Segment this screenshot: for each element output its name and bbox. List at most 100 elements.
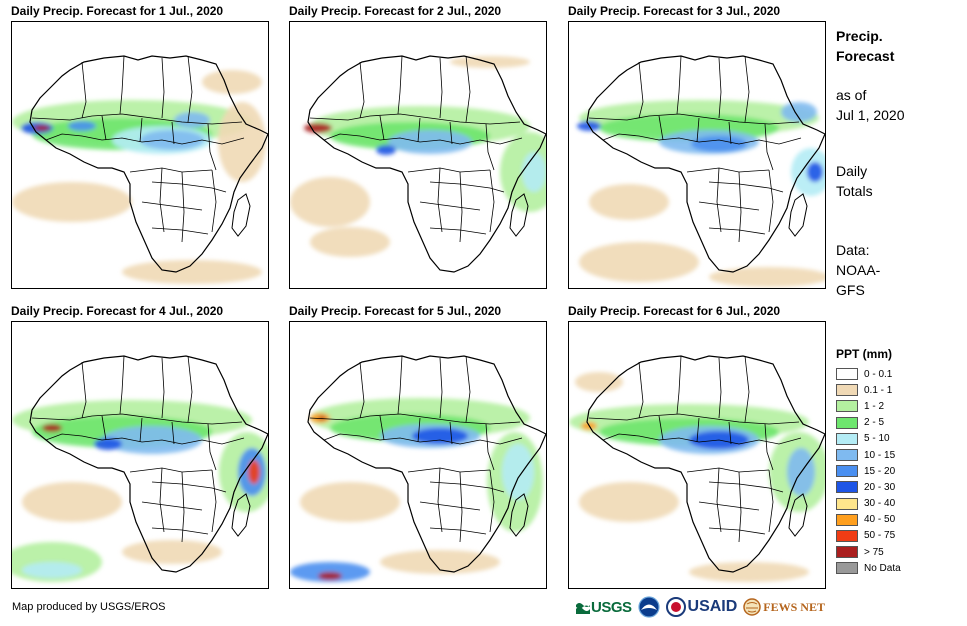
country-border <box>81 61 87 119</box>
country-border <box>309 113 521 125</box>
precip-blob <box>781 102 817 122</box>
precip-blob <box>318 416 326 420</box>
country-border <box>139 417 143 443</box>
legend-item: 5 - 10 <box>836 431 901 447</box>
country-border <box>686 467 770 473</box>
legend-item: 15 - 20 <box>836 463 901 479</box>
usaid-logo: USAID <box>665 597 737 617</box>
country-border <box>744 55 750 123</box>
precip-blob <box>94 438 122 450</box>
legend-label: 50 - 75 <box>864 530 896 542</box>
madagascar-coastline <box>788 493 808 537</box>
country-border <box>359 361 365 419</box>
precip-blob <box>709 267 825 287</box>
country-border <box>728 121 732 145</box>
legend-swatch <box>836 384 858 397</box>
data-source-line1: Data: <box>836 242 870 258</box>
panel-title-6: Daily Precip. Forecast for 6 Jul., 2020 <box>568 304 781 318</box>
country-border <box>429 181 505 193</box>
country-border <box>211 169 217 233</box>
country-border <box>696 417 700 443</box>
country-border <box>708 227 766 235</box>
country-border <box>129 467 213 473</box>
country-border <box>744 355 750 423</box>
legend-swatch <box>836 432 858 445</box>
data-source: Data: NOAA- GFS <box>836 240 880 300</box>
country-border <box>181 471 185 543</box>
country-border <box>465 355 471 423</box>
panel-title-2: Daily Precip. Forecast for 2 Jul., 2020 <box>289 4 502 18</box>
africa-coastline <box>586 355 825 573</box>
legend-item: 40 - 50 <box>836 512 901 528</box>
country-border <box>161 57 165 119</box>
precip-blob <box>575 372 623 392</box>
precip-blob <box>502 444 534 500</box>
country-border <box>459 171 463 243</box>
legend-label: No Data <box>864 562 901 574</box>
africa-map <box>569 355 825 582</box>
precip-blob <box>122 540 222 564</box>
country-border <box>211 469 217 533</box>
africa-map <box>290 355 546 582</box>
africa-coastline <box>29 355 268 573</box>
legend-label: 15 - 20 <box>864 465 896 477</box>
africa-map <box>577 55 825 287</box>
panel-title-5: Daily Precip. Forecast for 5 Jul., 2020 <box>289 304 502 318</box>
country-border <box>716 467 722 533</box>
precip-field <box>12 400 268 582</box>
legend-swatch <box>836 449 858 462</box>
as-of-date: as of Jul 1, 2020 <box>836 85 905 125</box>
country-border <box>397 355 403 415</box>
country-border <box>489 469 495 533</box>
data-source-line3: GFS <box>836 282 865 298</box>
precip-blob <box>140 130 204 150</box>
legend-item: 20 - 30 <box>836 479 901 495</box>
sidebar-title-line2: Forecast <box>836 48 895 64</box>
legend-label: > 75 <box>864 546 884 558</box>
country-border <box>207 423 217 471</box>
fews-net-logo: FEWS NET <box>743 598 825 616</box>
panel-title-1: Daily Precip. Forecast for 1 Jul., 2020 <box>11 4 224 18</box>
africa-map <box>12 355 268 582</box>
country-border <box>429 227 487 235</box>
legend-label: 30 - 40 <box>864 498 896 510</box>
country-border <box>768 469 774 533</box>
legend-swatch <box>836 562 858 575</box>
country-border <box>602 433 802 445</box>
precip-blob <box>807 162 823 182</box>
country-border <box>407 167 491 173</box>
country-border <box>696 117 700 143</box>
legend-swatch <box>836 513 858 526</box>
precip-blob <box>412 428 468 444</box>
country-border <box>718 57 722 119</box>
country-border <box>417 117 421 143</box>
country-border <box>417 417 421 443</box>
precip-field <box>12 70 266 284</box>
country-border <box>676 355 682 415</box>
africa-coastline <box>586 55 825 273</box>
legend-label: 2 - 5 <box>864 417 885 429</box>
country-border <box>485 123 495 171</box>
map-credit: Map produced by USGS/EROS <box>12 601 166 613</box>
madagascar-coastline <box>231 193 251 237</box>
country-border <box>588 113 800 125</box>
usgs-wave-icon <box>576 603 590 614</box>
country-border <box>139 117 143 143</box>
madagascar-coastline <box>509 493 529 537</box>
country-border <box>658 115 664 141</box>
as-of-value: Jul 1, 2020 <box>836 107 905 123</box>
daily-totals-label: Daily Totals <box>836 161 873 201</box>
country-border <box>708 527 766 535</box>
country-border <box>31 113 243 125</box>
agency-logos: USGS NOAA USAID FEWS NET <box>576 594 825 620</box>
country-border <box>738 171 742 243</box>
madagascar-coastline <box>788 193 808 237</box>
africa-map <box>290 55 546 273</box>
country-border <box>119 55 125 115</box>
country-border <box>379 415 385 441</box>
africa-coastline <box>29 55 268 273</box>
country-border <box>171 121 175 145</box>
country-border <box>686 167 770 173</box>
precip-blob <box>689 562 809 582</box>
legend-item: No Data <box>836 560 901 576</box>
